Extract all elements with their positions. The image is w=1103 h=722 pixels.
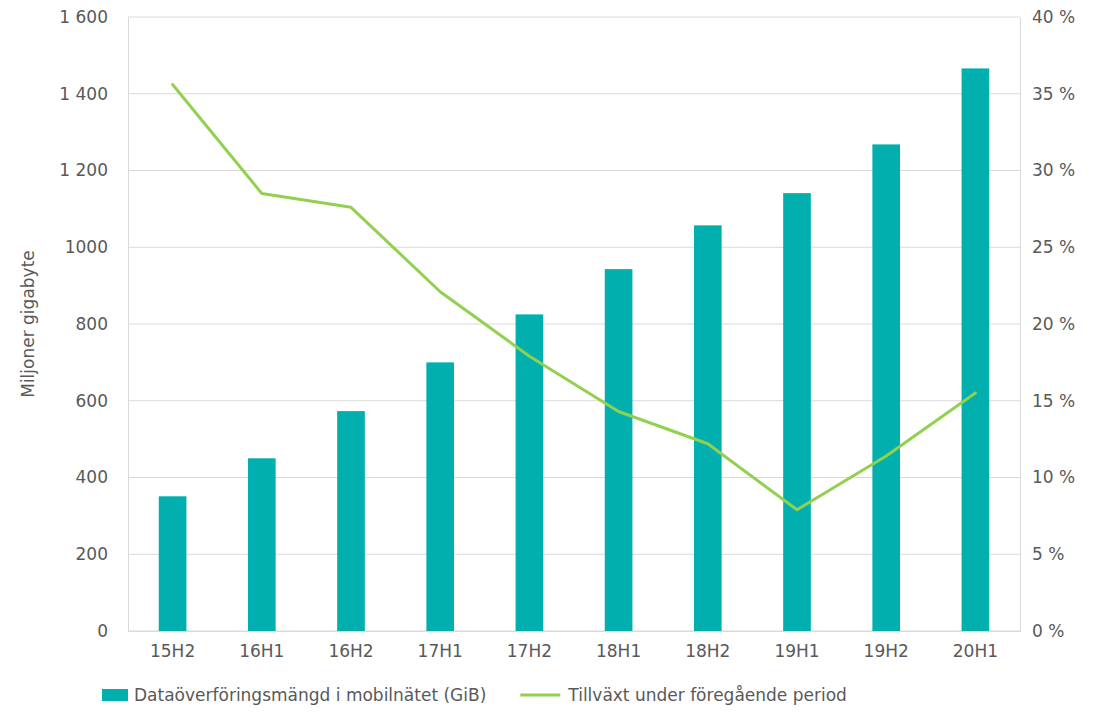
tick: 400 bbox=[76, 467, 128, 487]
tick: 35 % bbox=[1020, 84, 1075, 104]
bar bbox=[783, 193, 811, 631]
tick: 25 % bbox=[1020, 237, 1075, 257]
bar-series bbox=[159, 68, 989, 631]
tick-label: 16H2 bbox=[328, 641, 373, 661]
tick: 15H2 bbox=[150, 631, 195, 661]
x-axis: 15H2 16H1 16H2 17H1 17H2 18H1 18H2 19H1 19H2 20H1 bbox=[129, 631, 1021, 661]
tick-label: 20 % bbox=[1032, 314, 1075, 334]
axis-line bbox=[129, 631, 1021, 632]
tick: 19H1 bbox=[774, 631, 819, 661]
tick: 17H1 bbox=[418, 631, 463, 661]
tick-label: 600 bbox=[76, 391, 108, 411]
y2-axis: 0 % 5 % 10 % 15 % 20 % 25 % 30 % 35 % 40 % bbox=[1020, 7, 1075, 641]
tick: 0 bbox=[97, 621, 128, 641]
tick-label: 800 bbox=[76, 314, 108, 334]
tick-label: 5 % bbox=[1032, 544, 1064, 564]
bar bbox=[426, 362, 454, 631]
legend-swatch bbox=[102, 689, 128, 701]
legend-item: Dataöverföringsmängd i mobilnätet (GiB) bbox=[102, 685, 486, 705]
tick-label: 19H1 bbox=[774, 641, 819, 661]
tick: 0 % bbox=[1020, 621, 1064, 641]
grid-line bbox=[128, 93, 1020, 94]
tick-label: 17H2 bbox=[507, 641, 552, 661]
tick: 17H2 bbox=[507, 631, 552, 661]
bar bbox=[962, 68, 990, 631]
tick-label: 15 % bbox=[1032, 391, 1075, 411]
axis-line bbox=[1020, 18, 1021, 632]
legend-label: Tillväxt under föregående period bbox=[567, 685, 847, 705]
tick-label: 1 400 bbox=[59, 84, 108, 104]
axis-line bbox=[128, 18, 129, 632]
tick-label: 35 % bbox=[1032, 84, 1075, 104]
tick-label: 20H1 bbox=[953, 641, 998, 661]
bar bbox=[605, 269, 633, 631]
tick: 1 400 bbox=[59, 84, 128, 104]
tick-label: 1 200 bbox=[59, 160, 108, 180]
y-axis-title: Miljoner gigabyte bbox=[18, 250, 38, 398]
tick: 20H1 bbox=[953, 631, 998, 661]
tick-label: 400 bbox=[76, 467, 108, 487]
tick: 600 bbox=[76, 391, 128, 411]
tick-label: 0 % bbox=[1032, 621, 1064, 641]
tick: 40 % bbox=[1020, 7, 1075, 27]
tick-label: 0 bbox=[97, 621, 108, 641]
bar bbox=[159, 496, 187, 631]
bar bbox=[248, 458, 276, 631]
tick: 10 % bbox=[1020, 467, 1075, 487]
bar bbox=[337, 411, 365, 631]
tick-label: 16H1 bbox=[239, 641, 284, 661]
tick: 800 bbox=[76, 314, 128, 334]
tick: 15 % bbox=[1020, 391, 1075, 411]
plot-area: 15H2 16H1 16H2 17H1 17H2 18H1 18H2 19H1 19H2 20H1… bbox=[59, 7, 1075, 661]
tick: 1000 bbox=[65, 237, 128, 257]
tick-label: 30 % bbox=[1032, 160, 1075, 180]
legend-swatch bbox=[520, 694, 560, 697]
legend: Dataöverföringsmängd i mobilnätet (GiB) T… bbox=[102, 685, 847, 705]
tick-label: 19H2 bbox=[864, 641, 909, 661]
tick-label: 10 % bbox=[1032, 467, 1075, 487]
tick: 1 600 bbox=[59, 7, 128, 27]
line bbox=[173, 85, 976, 510]
legend-label: Dataöverföringsmängd i mobilnätet (GiB) bbox=[134, 685, 486, 705]
legend-item: Tillväxt under föregående period bbox=[520, 685, 847, 705]
tick-label: 200 bbox=[76, 544, 108, 564]
bar bbox=[872, 144, 900, 631]
tick-label: 25 % bbox=[1032, 237, 1075, 257]
tick: 16H2 bbox=[328, 631, 373, 661]
tick: 18H1 bbox=[596, 631, 641, 661]
y-axis: 0 200 400 600 800 1000 1 200 1 400 1 600 bbox=[59, 7, 128, 641]
tick-label: 40 % bbox=[1032, 7, 1075, 27]
tick: 19H2 bbox=[864, 631, 909, 661]
tick: 30 % bbox=[1020, 160, 1075, 180]
bar bbox=[694, 225, 722, 631]
tick-label: 18H2 bbox=[685, 641, 730, 661]
grid-line bbox=[128, 17, 1020, 18]
tick: 16H1 bbox=[239, 631, 284, 661]
tick-label: 17H1 bbox=[418, 641, 463, 661]
marks bbox=[159, 68, 989, 631]
tick-label: 1 600 bbox=[59, 7, 108, 27]
tick: 20 % bbox=[1020, 314, 1075, 334]
grid bbox=[128, 17, 1020, 631]
tick: 1 200 bbox=[59, 160, 128, 180]
chart: 15H2 16H1 16H2 17H1 17H2 18H1 18H2 19H1 19H2 20H1… bbox=[0, 0, 1103, 722]
tick-label: 18H1 bbox=[596, 641, 641, 661]
tick: 200 bbox=[76, 544, 128, 564]
tick-label: 15H2 bbox=[150, 641, 195, 661]
tick-label: 1000 bbox=[65, 237, 108, 257]
tick: 5 % bbox=[1020, 544, 1064, 564]
tick: 18H2 bbox=[685, 631, 730, 661]
